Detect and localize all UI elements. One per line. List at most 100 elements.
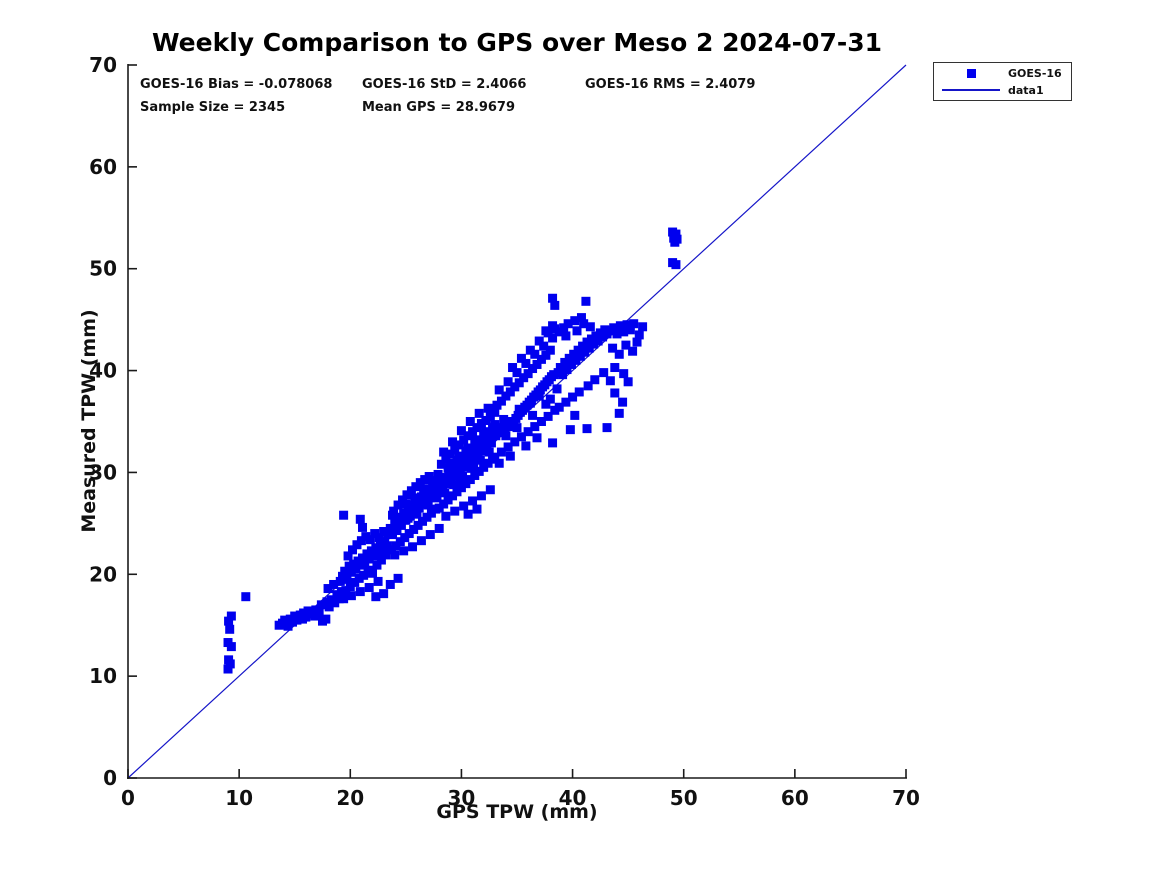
data-point [454, 440, 464, 450]
data-point [455, 476, 465, 486]
data-point [638, 322, 648, 332]
data-point [496, 447, 506, 457]
data-point [468, 496, 478, 506]
data-point [555, 363, 565, 373]
data-point [670, 237, 680, 247]
data-point [393, 500, 403, 510]
data-point [329, 579, 339, 589]
data-point [552, 384, 562, 394]
data-point [548, 293, 558, 303]
data-point [432, 487, 442, 497]
data-point [565, 425, 575, 435]
y-tick-label: 10 [89, 664, 117, 688]
data-point [545, 345, 555, 355]
data-point [419, 484, 429, 494]
data-point [570, 316, 580, 326]
data-point [373, 576, 383, 586]
data-point [343, 551, 353, 561]
data-point [358, 522, 368, 532]
data-point [534, 391, 544, 401]
data-point [570, 410, 580, 420]
data-point [439, 447, 449, 457]
data-point [223, 664, 233, 674]
data-point [514, 404, 524, 414]
data-point [561, 397, 571, 407]
data-point [385, 579, 395, 589]
data-point [388, 510, 398, 520]
data-point [568, 392, 578, 402]
data-point [433, 469, 443, 479]
data-point [423, 500, 433, 510]
data-point [355, 514, 365, 524]
data-point [390, 550, 400, 560]
data-point [476, 491, 486, 501]
data-point [629, 319, 639, 329]
data-point [579, 319, 589, 329]
data-point [503, 442, 513, 452]
data-point [368, 568, 378, 578]
data-point [543, 411, 553, 421]
data-point [581, 296, 591, 306]
data-point [283, 621, 293, 631]
data-point [521, 441, 531, 451]
data-point [612, 329, 622, 339]
data-point [434, 523, 444, 533]
chart-title: Weekly Comparison to GPS over Meso 2 202… [151, 28, 883, 57]
data-point [436, 459, 446, 469]
data-point [364, 583, 374, 593]
data-point [475, 455, 485, 465]
data-point [561, 331, 571, 341]
data-point [441, 511, 451, 521]
data-point [399, 546, 409, 556]
data-point [503, 377, 513, 387]
data-point [459, 501, 469, 511]
data-point [241, 592, 251, 602]
data-point [608, 343, 618, 353]
data-point [496, 396, 506, 406]
y-tick-label: 20 [89, 562, 117, 586]
data-point [582, 424, 592, 434]
data-point [223, 638, 233, 648]
legend-label-data1: data1 [1008, 83, 1044, 97]
data-point [443, 463, 453, 473]
legend-entry-data1: data1 [934, 82, 1071, 99]
data-point [625, 325, 635, 335]
data-point [615, 321, 625, 331]
data-point [508, 363, 518, 373]
data-point [548, 438, 558, 448]
x-tick-label: 60 [781, 786, 809, 810]
data-point [539, 341, 549, 351]
data-point [536, 417, 546, 426]
data-point [541, 350, 551, 360]
legend-box: GOES-16 data1 [933, 62, 1072, 101]
data-point [348, 545, 358, 555]
data-point [225, 624, 235, 634]
data-point [412, 509, 422, 519]
data-point [321, 614, 331, 624]
data-point [521, 358, 531, 368]
y-axis-label: Measured TPW (mm) [78, 309, 100, 533]
data-point [440, 488, 450, 498]
data-point [550, 300, 560, 310]
data-point [610, 363, 620, 373]
data-point [339, 594, 349, 604]
data-point [346, 591, 356, 601]
data-point [499, 414, 509, 424]
scatter-series-GOES-16 [223, 227, 682, 674]
data-point [472, 504, 482, 514]
data-point [585, 322, 595, 332]
data-point [494, 385, 504, 395]
data-point [339, 510, 349, 520]
data-point [449, 480, 459, 490]
x-tick-label: 30 [448, 786, 476, 810]
data-point [505, 451, 515, 461]
line-marker-icon [934, 89, 1008, 91]
data-point [609, 323, 619, 333]
y-tick-label: 50 [89, 257, 117, 281]
data-point [541, 326, 551, 336]
data-point [445, 458, 455, 468]
x-tick-label: 0 [121, 786, 135, 810]
x-tick-label: 40 [559, 786, 587, 810]
data-point [619, 369, 629, 379]
